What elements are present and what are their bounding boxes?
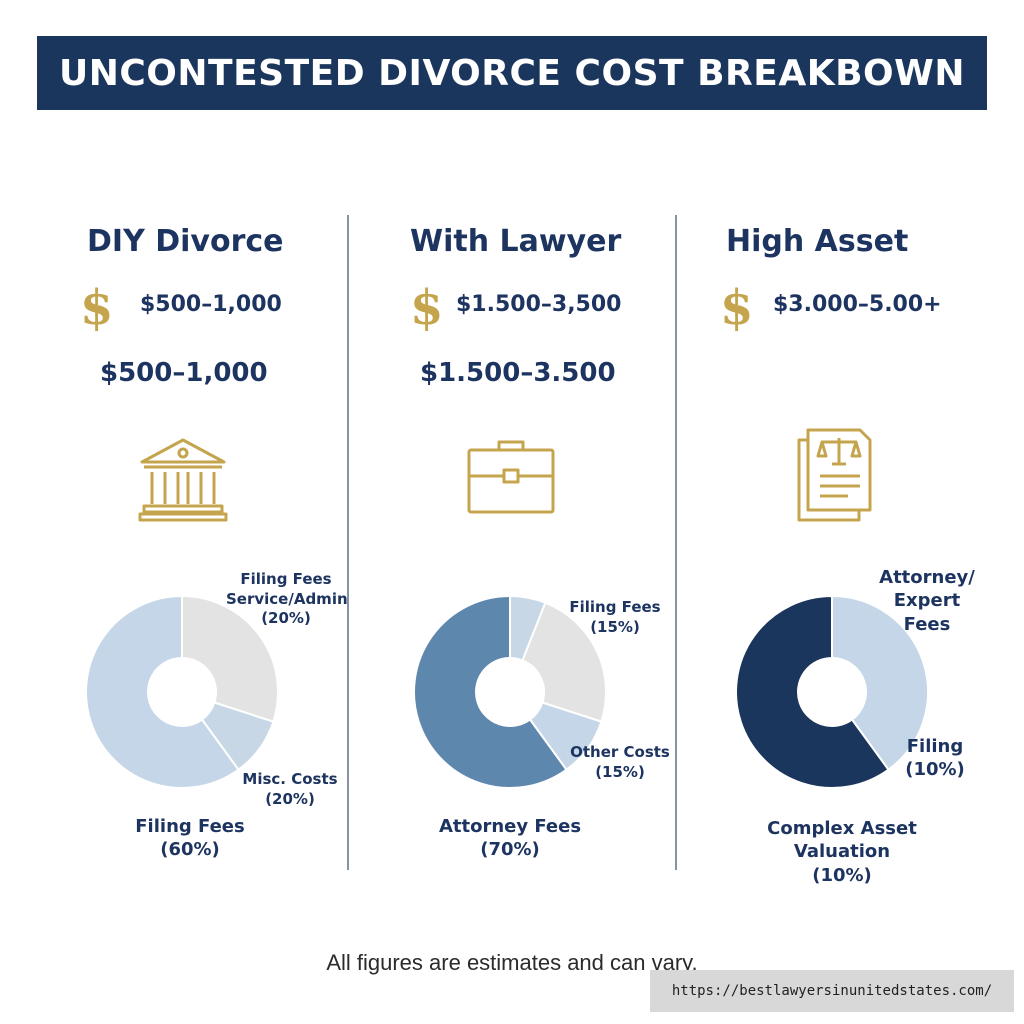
dollar-icon: $ (410, 280, 444, 336)
chart-label: Attorney Fees (70%) (438, 816, 582, 861)
column-title-diy: DIY Divorce (87, 224, 284, 259)
chart-label: Filing Fees (15%) (569, 598, 661, 636)
column-divider (675, 215, 677, 870)
cost-range-diy: $500–1,000 (140, 292, 282, 317)
cost-range-high-asset: $3.000–5.00+ (773, 292, 942, 317)
chart-label: Complex Asset Valuation (10%) (767, 818, 917, 886)
column-title-high-asset: High Asset (726, 224, 909, 259)
donut-slice-0 (181, 594, 279, 723)
donut-slice-0 (831, 594, 929, 772)
donut-slice-3 (413, 594, 568, 789)
source-url: https://bestlawyersinunitedstates.com/ (650, 970, 1014, 1012)
briefcase-icon (467, 440, 555, 514)
cost-range-diy-large: $500–1,000 (100, 358, 268, 388)
chart-label: Misc. Costs (20%) (242, 770, 338, 808)
donut-chart-diy (85, 594, 279, 789)
donut-slice-2 (85, 594, 240, 789)
donut-chart-lawyer (413, 594, 607, 789)
donut-slice-1 (521, 601, 607, 723)
chart-label: Other Costs (15%) (570, 743, 670, 781)
title-banner: UNCONTESTED DIVORCE COST BREAKBOWN (37, 36, 987, 110)
dollar-icon: $ (720, 280, 754, 336)
courthouse-icon (138, 438, 228, 522)
footnote: All figures are estimates and can vary. (326, 950, 698, 975)
chart-label: Filing (10%) (905, 736, 965, 781)
chart-label: Filing Fees (60%) (135, 816, 245, 861)
column-divider (347, 215, 349, 870)
chart-label: Filing Fees Service/Admin (20%) (226, 570, 348, 627)
cost-range-lawyer-large: $1.500–3.500 (420, 358, 616, 388)
page-title: UNCONTESTED DIVORCE COST BREAKBOWN (59, 52, 965, 94)
dollar-icon: $ (80, 280, 114, 336)
column-title-lawyer: With Lawyer (410, 224, 622, 259)
legal-document-scales-icon (797, 428, 872, 522)
donut-slice-1 (735, 594, 890, 789)
cost-range-lawyer: $1.500–3,500 (456, 292, 622, 317)
chart-label: Attorney/ Expert Fees (879, 567, 975, 635)
donut-chart-high-asset (735, 594, 929, 789)
